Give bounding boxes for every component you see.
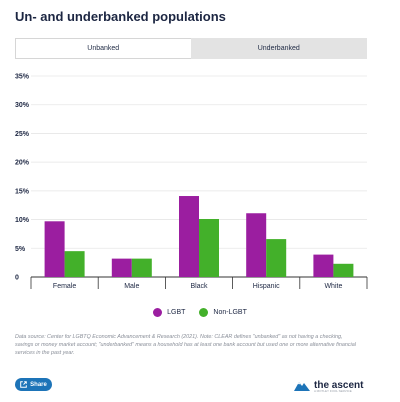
x-tick-label: Female — [53, 283, 76, 290]
tab-underbanked[interactable]: Underbanked — [190, 38, 367, 59]
share-button[interactable]: Share — [15, 378, 52, 391]
bar-lgbt-white — [313, 254, 334, 277]
x-tick-label: Hispanic — [253, 283, 280, 290]
share-label: Share — [30, 381, 47, 388]
y-tick-label: 10% — [15, 217, 30, 224]
x-tick-label: Black — [190, 283, 208, 290]
bar-non-lgbt-male — [131, 258, 152, 277]
legend-label-lgbt: LGBT — [167, 308, 186, 316]
y-tick-label: 5% — [15, 246, 26, 253]
y-tick-label: 30% — [15, 102, 30, 109]
legend: LGBT Non-LGBT — [0, 306, 400, 318]
legend-swatch-non-lgbt — [199, 307, 209, 317]
bar-lgbt-male — [111, 258, 132, 277]
legend-item-non-lgbt: Non-LGBT — [199, 307, 247, 317]
bar-non-lgbt-hispanic — [266, 239, 287, 277]
brand-logo: the ascent A MOTLEY FOOL SERVICE — [294, 375, 363, 395]
y-tick-label: 15% — [15, 188, 30, 195]
bar-non-lgbt-white — [333, 263, 354, 277]
source-note: Data source: Center for LGBTQ Economic A… — [15, 334, 356, 356]
bar-lgbt-hispanic — [246, 213, 267, 277]
bar-non-lgbt-black — [199, 218, 219, 277]
chart-title: Un- and underbanked populations — [15, 9, 226, 24]
ascent-logo-icon — [294, 382, 310, 391]
x-tick-label: Male — [124, 283, 139, 290]
bar-non-lgbt-female — [64, 251, 85, 277]
bar-chart: 0 5% 10% 15% 20% 25% 30% 35% Female Male Black Hisp… — [15, 74, 368, 290]
legend-item-lgbt: LGBT — [153, 307, 186, 317]
y-tick-label: 0 — [15, 275, 19, 282]
legend-swatch-lgbt — [153, 307, 163, 317]
y-tick-label: 25% — [15, 131, 30, 138]
brand-tagline: A MOTLEY FOOL SERVICE — [314, 389, 352, 393]
y-tick-label: 35% — [15, 74, 30, 81]
brand-name: the ascent — [314, 379, 364, 391]
tab-unbanked[interactable]: Unbanked — [15, 38, 191, 59]
bar-lgbt-black — [179, 196, 199, 277]
y-tick-label: 20% — [15, 160, 30, 167]
legend-label-non-lgbt: Non-LGBT — [213, 308, 247, 316]
x-tick-label: White — [324, 283, 342, 290]
share-icon — [20, 381, 27, 388]
bar-lgbt-female — [44, 221, 65, 277]
tab-bar: Unbanked Underbanked — [15, 38, 367, 59]
